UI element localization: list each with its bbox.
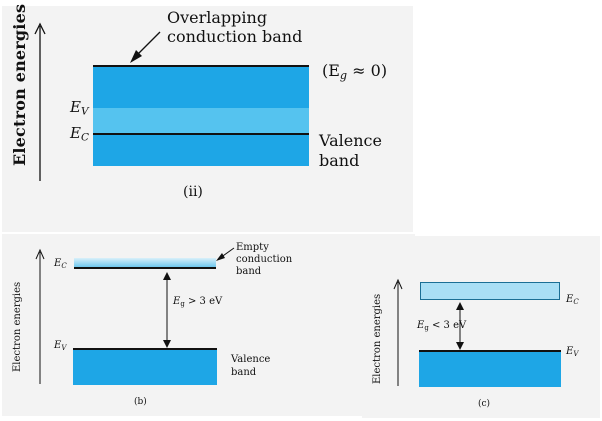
gap-label-c: Eg < 3 eV <box>417 320 467 332</box>
top-edge-line-ii <box>93 65 309 67</box>
axis-label-b: Electron energies <box>12 281 23 372</box>
panel-ii: Electron energies Overlapping conduction… <box>2 3 413 232</box>
valence-label-ii: Valence band <box>319 131 382 170</box>
valence-band-ii <box>93 134 309 166</box>
caption-ii: (ii) <box>183 184 203 200</box>
ev-line-b <box>73 348 217 350</box>
axis-label-c: Electron energies <box>372 293 383 384</box>
ev-label-ii: EV <box>70 98 89 118</box>
caption-c: (c) <box>478 399 491 409</box>
empty-conduction-label-b: Empty conduction band <box>236 242 293 277</box>
panel-b: Electron energies EC EV Eg > 3 eV Empty … <box>2 234 415 416</box>
diagram-lines-b <box>35 247 235 384</box>
ec-label-b: EC <box>54 258 67 270</box>
conduction-band-c <box>420 282 560 300</box>
gap-label-b: Eg > 3 eV <box>173 296 223 308</box>
ec-label-c: EC <box>566 294 579 306</box>
valence-band-c <box>419 351 561 387</box>
ec-line-ii <box>93 133 309 135</box>
axis-label-ii: Electron energies <box>10 3 29 166</box>
diagram-lines-c <box>393 278 464 386</box>
panel-c: Electron energies EC EV Eg < 3 eV (c) <box>362 236 600 418</box>
valence-label-b: Valence band <box>231 354 271 378</box>
ec-label-ii: EC <box>70 124 89 144</box>
valence-band-b <box>73 349 217 385</box>
ev-label-c: EV <box>566 346 579 358</box>
conduction-band-b <box>74 258 216 268</box>
conduction-band-ii <box>93 66 309 108</box>
energy-axis-arrow-ii <box>34 22 161 181</box>
eg-approx-label-ii: (Eg ≈ 0) <box>322 61 388 82</box>
callout-label-ii: Overlapping conduction band <box>167 8 303 46</box>
caption-b: (b) <box>134 397 147 407</box>
ev-line-c <box>419 350 561 352</box>
overlap-region-ii <box>93 108 309 134</box>
ec-line-b <box>74 267 216 269</box>
ev-label-b: EV <box>54 340 67 352</box>
